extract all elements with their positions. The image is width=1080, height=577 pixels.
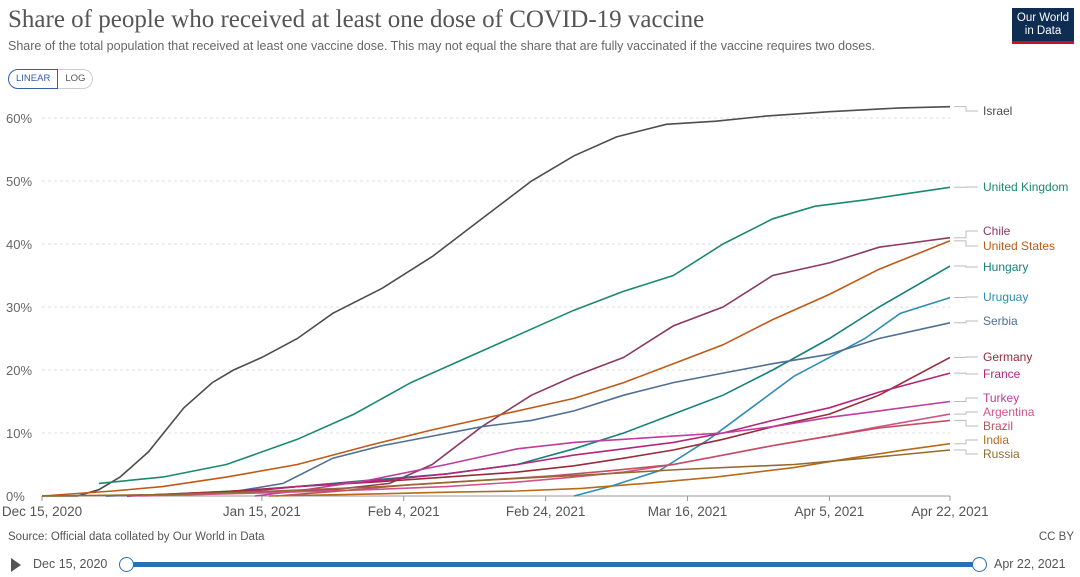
y-tick-label: 20% [6, 363, 32, 378]
series-line-uruguay [573, 296, 951, 497]
legend-label-chile: Chile [983, 224, 1011, 238]
series-line-turkey [254, 400, 951, 497]
scale-toggle: LINEAR LOG [8, 69, 94, 89]
legend-connector [954, 106, 978, 112]
legend-connector [954, 240, 978, 247]
legend-label-united-kingdom: United Kingdom [983, 180, 1068, 194]
legend-connector [954, 411, 978, 415]
logo-line-2: in Data [1024, 25, 1062, 37]
log-scale-button[interactable]: LOG [58, 69, 94, 89]
y-tick-label: 10% [6, 426, 32, 441]
legend-connector [954, 439, 978, 445]
legend-label-turkey: Turkey [983, 391, 1019, 405]
y-tick-label: 40% [6, 237, 32, 252]
series-line-serbia [105, 322, 951, 497]
timeline-slider: Dec 15, 2020 Apr 22, 2021 [0, 552, 1080, 577]
legend-label-france: France [983, 367, 1021, 381]
legend-connector [954, 265, 978, 268]
legend-label-argentina: Argentina [983, 405, 1035, 419]
legend-label-brazil: Brazil [983, 419, 1013, 433]
timeline-start-label: Dec 15, 2020 [33, 557, 108, 571]
series-line-chile [105, 236, 951, 497]
x-tick-label: Apr 22, 2021 [911, 504, 988, 519]
y-tick-label: 60% [6, 111, 32, 126]
license-link[interactable]: CC BY [1038, 531, 1074, 543]
legend-connector [954, 449, 978, 455]
timeline-start-handle[interactable] [119, 557, 134, 572]
legend-label-germany: Germany [983, 350, 1032, 364]
linear-scale-button[interactable]: LINEAR [8, 69, 59, 89]
chart-title: Share of people who received at least on… [8, 6, 705, 33]
series-line-argentina [141, 413, 951, 497]
chart-subtitle: Share of the total population that recei… [8, 39, 875, 53]
x-tick-label: Feb 24, 2021 [506, 504, 586, 519]
series-line-israel [42, 105, 951, 497]
series-line-united-states [41, 240, 951, 497]
x-tick-label: Dec 15, 2020 [2, 504, 82, 519]
series-line-russia [41, 449, 951, 497]
y-tick-label: 30% [6, 300, 32, 315]
legend-connector [954, 296, 978, 299]
line-chart[interactable]: 0% 10% 20% 30% 40% 50% 60% Dec 15, 2020 Jan 15, … [0, 95, 1080, 525]
legend-label-israel: Israel [983, 104, 1012, 118]
owid-logo[interactable]: Our World in Data [1012, 8, 1074, 44]
timeline-end-label: Apr 22, 2021 [994, 557, 1066, 571]
y-tick-label: 50% [6, 174, 32, 189]
x-tick-label: Feb 4, 2021 [368, 504, 440, 519]
series-line-germany [127, 356, 951, 497]
x-tick-label: Apr 5, 2021 [795, 504, 865, 519]
legend-connector [954, 419, 978, 427]
series-line-france [127, 372, 951, 497]
legend-label-serbia: Serbia [983, 314, 1018, 328]
source-note: Source: Official data collated by Our Wo… [8, 531, 265, 543]
legend-label-united-states: United States [983, 239, 1055, 253]
timeline-track[interactable] [126, 562, 978, 567]
legend-connector [954, 230, 978, 239]
series-line-united-kingdom [98, 186, 951, 485]
legend-label-hungary: Hungary [983, 260, 1028, 274]
series-line-india [268, 442, 951, 497]
x-tick-label: Jan 15, 2021 [223, 504, 301, 519]
timeline-end-handle[interactable] [972, 557, 987, 572]
legend-connector [954, 320, 978, 324]
x-tick-label: Mar 16, 2021 [648, 504, 728, 519]
legend-label-russia: Russia [983, 447, 1020, 461]
play-icon[interactable] [11, 558, 21, 572]
logo-line-1: Our World [1016, 12, 1070, 24]
legend-label-uruguay: Uruguay [983, 290, 1028, 304]
legend-connector [954, 372, 978, 375]
y-tick-label: 0% [6, 489, 25, 504]
legend-connector [954, 397, 978, 402]
legend-label-india: India [983, 433, 1009, 447]
